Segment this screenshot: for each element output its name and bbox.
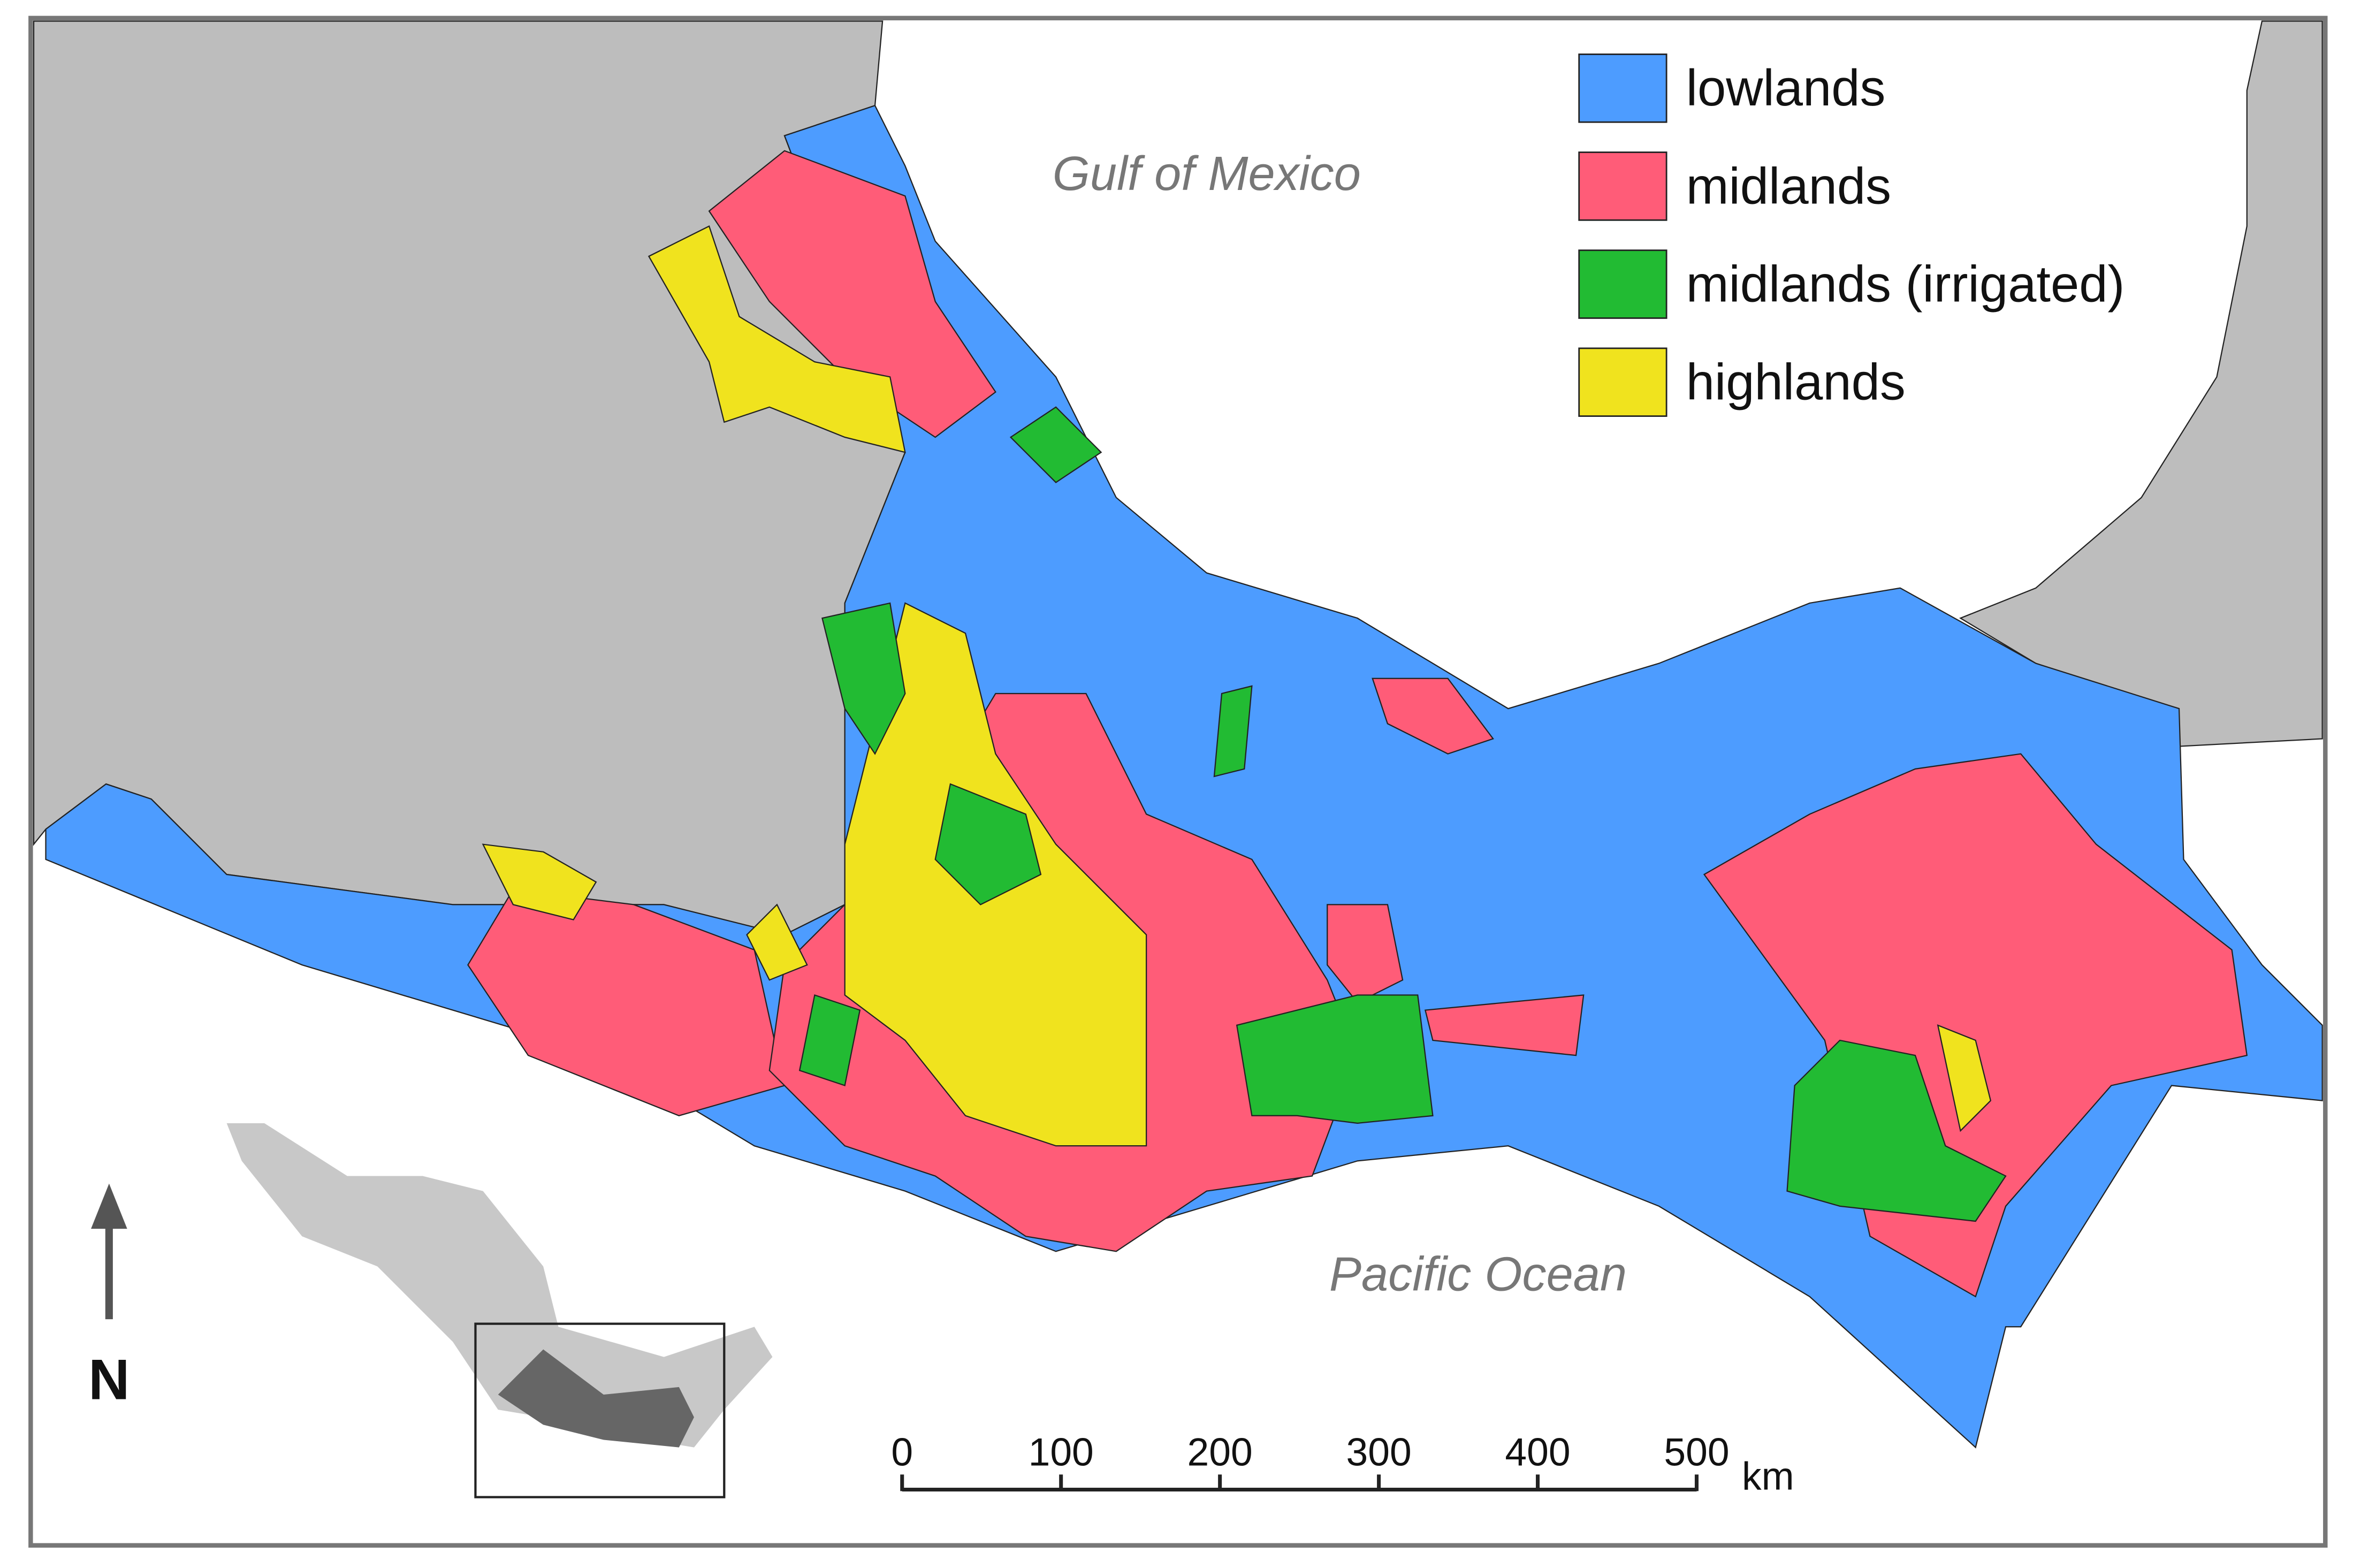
legend-label: lowlands	[1686, 59, 1886, 117]
region	[708, 150, 996, 438]
scale-tick-label: 200	[1187, 1430, 1253, 1474]
scale-bar: 0 100 200 300 400 500 km	[891, 1430, 1794, 1498]
region	[1937, 1024, 1992, 1132]
region	[746, 903, 808, 981]
sea-label: Pacific Ocean	[1329, 1247, 1627, 1301]
land-yucatan	[1959, 20, 2323, 747]
scale-tick-label: 500	[1664, 1430, 1729, 1474]
region	[1703, 753, 2248, 1298]
legend-label: highlands	[1686, 354, 1906, 411]
legend-swatch	[1578, 151, 1667, 221]
region	[1424, 994, 1585, 1056]
scale-tick-label: 100	[1029, 1430, 1094, 1474]
region	[482, 843, 597, 920]
north-label: N	[88, 1347, 130, 1411]
region	[934, 783, 1042, 905]
scale-tick-label: 400	[1505, 1430, 1570, 1474]
region	[798, 994, 861, 1086]
legend-swatch	[1578, 54, 1667, 123]
region	[1236, 994, 1434, 1124]
region	[1327, 904, 1404, 1003]
arrow-head	[91, 1183, 127, 1229]
inset-country	[226, 1123, 773, 1448]
inset-region	[498, 1349, 694, 1448]
region	[1009, 406, 1102, 483]
legend-swatch	[1578, 347, 1667, 417]
region	[648, 225, 906, 453]
inset-frame	[474, 1322, 726, 1498]
inset	[226, 1123, 773, 1498]
scale-tick-label: 0	[891, 1430, 913, 1474]
legend-label: midlands	[1686, 157, 1891, 215]
north-arrow: N	[88, 1183, 130, 1411]
sea-label: Gulf of Mexico	[1053, 147, 1361, 201]
scale-tick-label: 300	[1346, 1430, 1411, 1474]
legend: lowlands midlands midlands (irrigated) high…	[1578, 54, 2125, 417]
scale-unit: km	[1742, 1455, 1794, 1498]
legend-swatch	[1578, 249, 1667, 319]
region	[821, 602, 906, 755]
region	[1372, 678, 1494, 755]
legend-label: midlands (irrigated)	[1686, 255, 2125, 313]
region	[1213, 685, 1253, 778]
region	[1786, 1039, 2007, 1222]
